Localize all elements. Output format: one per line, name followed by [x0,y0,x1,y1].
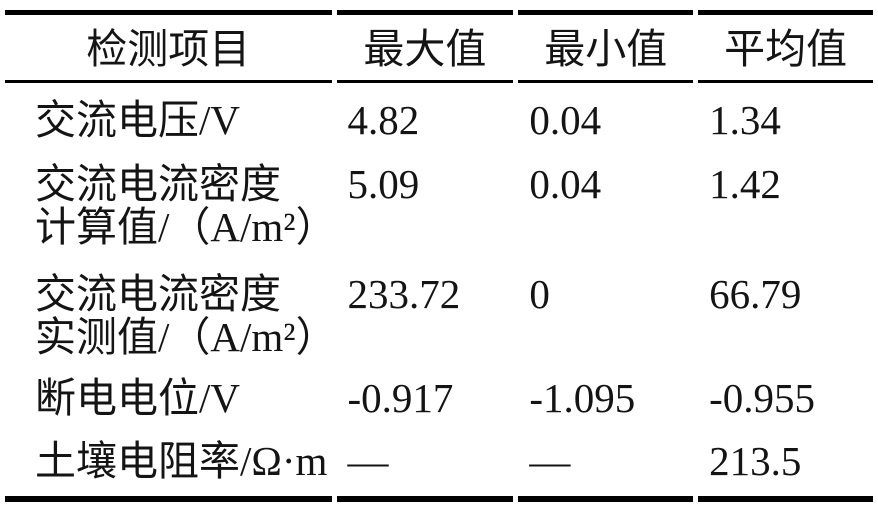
max-value-cell: 4.82 [347,97,420,143]
max-value-cell: — [336,440,514,502]
item-cell: 土壤电阻率/Ω·m [5,440,332,502]
item-label: 实测值/（A/m²） [35,314,332,360]
header-item-column: 检测项目 [5,10,332,83]
min-value-cell: 0 [529,273,550,317]
item-label: 断电电位/V [35,377,240,421]
avg-value-cell: 66.79 [709,273,802,317]
item-label: 交流电流密度 [35,161,281,207]
table-body: 交流电压/V 4.82 0.04 1.34 交流电流密度 计算值/（A/m²） … [5,83,873,502]
header-min-column: 最小值 [518,10,694,83]
min-value-cell: — [518,440,694,502]
item-cell: 交流电流密度 计算值/（A/m²） [5,161,332,273]
min-value-cell: -1.095 [529,377,636,421]
max-value-cell: -0.917 [347,377,454,421]
measurement-stats-table: 检测项目 最大值 最小值 平均值 交流电压/V 4.82 0.04 1.34 交… [0,10,878,502]
min-value-cell: 0.04 [529,161,602,207]
avg-value-cell: 213.5 [698,440,873,502]
item-label: 计算值/（A/m²） [35,204,332,250]
table-row: 交流电压/V 4.82 0.04 1.34 [5,83,873,161]
avg-value-cell: -0.955 [709,377,816,421]
item-label: 土壤电阻率/Ω·m [35,440,328,484]
avg-value-cell: 1.42 [709,161,781,207]
table-row: 交流电流密度 实测值/（A/m²） 233.72 0 66.79 [5,273,873,377]
table-row: 断电电位/V -0.917 -1.095 -0.955 [5,377,873,440]
max-value-cell: 233.72 [347,273,461,317]
item-label: 交流电流密度 [35,273,281,317]
avg-value-cell: 1.34 [709,97,781,143]
table-header: 检测项目 最大值 最小值 平均值 [5,10,873,83]
header-avg-column: 平均值 [698,10,873,83]
header-max-column: 最大值 [336,10,514,83]
min-value-cell: 0.04 [529,97,602,143]
item-cell: 交流电压/V [5,83,332,161]
item-cell: 交流电流密度 实测值/（A/m²） [5,273,332,377]
header-row: 检测项目 最大值 最小值 平均值 [5,10,873,83]
table-row: 交流电流密度 计算值/（A/m²） 5.09 0.04 1.42 [5,161,873,273]
item-label: 交流电压/V [35,97,240,143]
table-row: 土壤电阻率/Ω·m — — 213.5 [5,440,873,502]
max-value-cell: 5.09 [347,161,420,207]
item-cell: 断电电位/V [5,377,332,440]
